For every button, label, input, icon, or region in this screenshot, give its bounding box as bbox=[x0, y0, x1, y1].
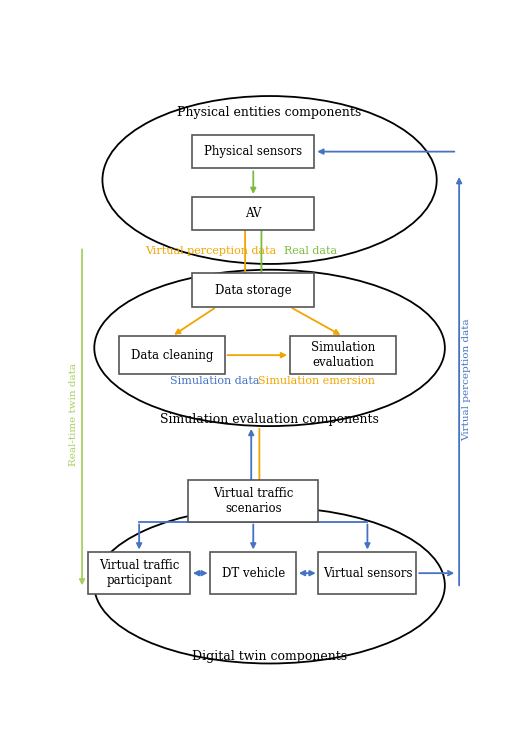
Text: Simulation
evaluation: Simulation evaluation bbox=[311, 341, 375, 369]
FancyBboxPatch shape bbox=[210, 552, 296, 594]
Text: Virtual traffic
participant: Virtual traffic participant bbox=[99, 559, 179, 587]
Text: DT vehicle: DT vehicle bbox=[221, 567, 285, 580]
Text: Virtual perception data: Virtual perception data bbox=[462, 318, 471, 441]
Text: Simulation evaluation components: Simulation evaluation components bbox=[160, 413, 379, 426]
Text: Digital twin components: Digital twin components bbox=[192, 650, 347, 663]
FancyBboxPatch shape bbox=[319, 552, 417, 594]
Text: Virtual traffic
scenarios: Virtual traffic scenarios bbox=[213, 487, 294, 515]
FancyBboxPatch shape bbox=[192, 273, 315, 307]
Text: Physical sensors: Physical sensors bbox=[204, 145, 302, 158]
FancyBboxPatch shape bbox=[192, 135, 315, 168]
Text: Real data: Real data bbox=[284, 246, 337, 256]
FancyBboxPatch shape bbox=[88, 552, 190, 594]
Text: Simulation emersion: Simulation emersion bbox=[258, 376, 375, 386]
Text: Simulation data: Simulation data bbox=[170, 376, 259, 386]
Text: Real-time twin data: Real-time twin data bbox=[68, 363, 78, 466]
Text: Virtual sensors: Virtual sensors bbox=[322, 567, 412, 580]
Text: Virtual perception data: Virtual perception data bbox=[145, 246, 276, 256]
FancyBboxPatch shape bbox=[290, 336, 396, 374]
Text: Data storage: Data storage bbox=[215, 284, 291, 296]
FancyBboxPatch shape bbox=[192, 197, 315, 230]
Text: Data cleaning: Data cleaning bbox=[130, 349, 213, 362]
FancyBboxPatch shape bbox=[188, 480, 319, 522]
Text: AV: AV bbox=[245, 207, 261, 220]
FancyBboxPatch shape bbox=[119, 336, 225, 374]
Text: Physical entities components: Physical entities components bbox=[177, 106, 362, 119]
